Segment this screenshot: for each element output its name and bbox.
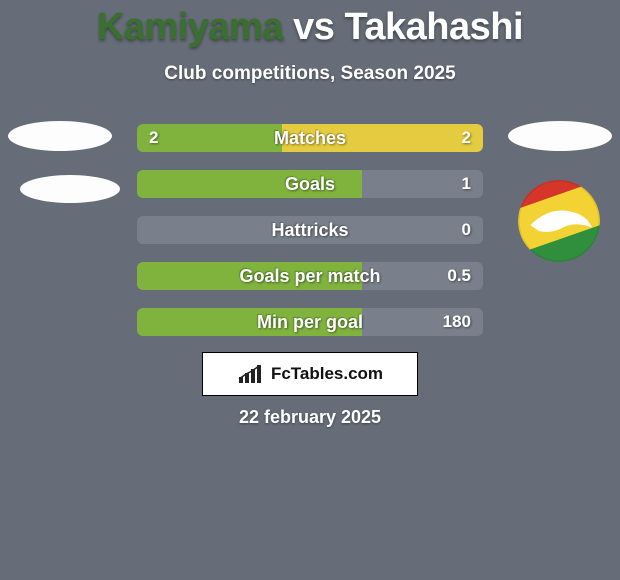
bar-chart-icon (237, 363, 267, 385)
vs-text: vs (293, 6, 334, 48)
stat-bar-row: 0.5Goals per match (137, 262, 483, 290)
page-title: Kamiyama vs Takahashi (0, 0, 620, 49)
subtitle: Club competitions, Season 2025 (0, 63, 620, 85)
bar-label: Goals per match (137, 262, 483, 290)
club-crest-icon (518, 180, 600, 262)
comparison-infographic: Kamiyama vs Takahashi Club competitions,… (0, 0, 620, 580)
bar-label: Min per goal (137, 308, 483, 336)
stat-bar-row: 22Matches (137, 124, 483, 152)
player2-avatar-placeholder-1 (508, 121, 612, 151)
stat-bar-row: 0Hattricks (137, 216, 483, 244)
player2-club-crest (518, 180, 600, 262)
stat-bar-row: 180Min per goal (137, 308, 483, 336)
player1-name: Kamiyama (97, 6, 283, 48)
bar-label: Goals (137, 170, 483, 198)
player1-avatar-placeholder-1 (8, 121, 112, 151)
stat-bar-row: 1Goals (137, 170, 483, 198)
player2-name: Takahashi (344, 6, 523, 48)
player1-avatar-placeholder-2 (20, 175, 120, 203)
date-text: 22 february 2025 (0, 407, 620, 428)
stat-bars: 22Matches 1Goals 0Hattricks 0.5Goals per ma… (137, 124, 483, 354)
bar-label: Hattricks (137, 216, 483, 244)
source-badge: FcTables.com (202, 352, 418, 396)
source-badge-text: FcTables.com (271, 364, 383, 384)
bar-label: Matches (137, 124, 483, 152)
